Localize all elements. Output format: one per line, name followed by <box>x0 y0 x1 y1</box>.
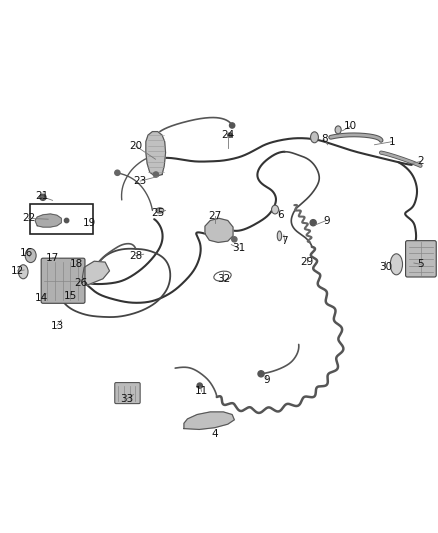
Text: 10: 10 <box>344 122 357 131</box>
Text: 20: 20 <box>129 141 142 151</box>
Text: 9: 9 <box>264 375 271 384</box>
Text: 26: 26 <box>74 278 88 288</box>
Text: 19: 19 <box>83 217 96 228</box>
Circle shape <box>228 133 232 138</box>
Text: 12: 12 <box>11 266 24 276</box>
Text: 33: 33 <box>120 394 134 404</box>
Circle shape <box>40 194 46 200</box>
Text: 28: 28 <box>129 251 142 261</box>
Circle shape <box>258 371 264 377</box>
FancyBboxPatch shape <box>406 241 436 277</box>
Polygon shape <box>82 261 110 285</box>
Polygon shape <box>146 132 166 175</box>
Text: 29: 29 <box>300 257 313 267</box>
Text: 6: 6 <box>277 210 284 220</box>
Text: 30: 30 <box>379 262 392 272</box>
Text: 13: 13 <box>50 321 64 330</box>
Ellipse shape <box>156 208 164 213</box>
Polygon shape <box>205 219 233 243</box>
Circle shape <box>115 170 120 175</box>
Polygon shape <box>184 412 234 430</box>
Text: 14: 14 <box>35 293 48 303</box>
FancyBboxPatch shape <box>115 383 140 403</box>
Text: 31: 31 <box>232 243 245 253</box>
Text: 4: 4 <box>211 429 218 439</box>
Text: 2: 2 <box>417 156 424 166</box>
Ellipse shape <box>272 205 279 214</box>
Text: 7: 7 <box>281 236 288 246</box>
Circle shape <box>197 383 202 388</box>
Polygon shape <box>35 214 61 227</box>
Text: 27: 27 <box>208 211 221 221</box>
Text: 25: 25 <box>151 208 164 218</box>
Text: 11: 11 <box>195 386 208 397</box>
Circle shape <box>230 123 235 128</box>
Text: 5: 5 <box>417 260 424 269</box>
Text: 21: 21 <box>35 191 48 201</box>
Text: 17: 17 <box>46 253 59 263</box>
Ellipse shape <box>335 126 341 134</box>
Text: 18: 18 <box>70 260 83 269</box>
Ellipse shape <box>25 248 36 263</box>
Ellipse shape <box>277 231 282 241</box>
Text: 1: 1 <box>389 136 396 147</box>
Circle shape <box>153 172 159 177</box>
Ellipse shape <box>311 132 318 143</box>
Text: 32: 32 <box>217 274 230 284</box>
FancyBboxPatch shape <box>41 258 85 303</box>
Text: 16: 16 <box>20 248 33 259</box>
Text: 23: 23 <box>134 176 147 186</box>
Ellipse shape <box>18 265 28 279</box>
Text: 22: 22 <box>22 213 35 223</box>
Text: 9: 9 <box>323 215 330 225</box>
Ellipse shape <box>390 254 403 275</box>
Circle shape <box>64 219 69 223</box>
Text: 8: 8 <box>321 134 328 144</box>
Circle shape <box>232 237 237 242</box>
Text: 24: 24 <box>221 130 234 140</box>
Circle shape <box>310 220 316 226</box>
Text: 15: 15 <box>64 291 77 301</box>
Bar <box>30 204 93 233</box>
